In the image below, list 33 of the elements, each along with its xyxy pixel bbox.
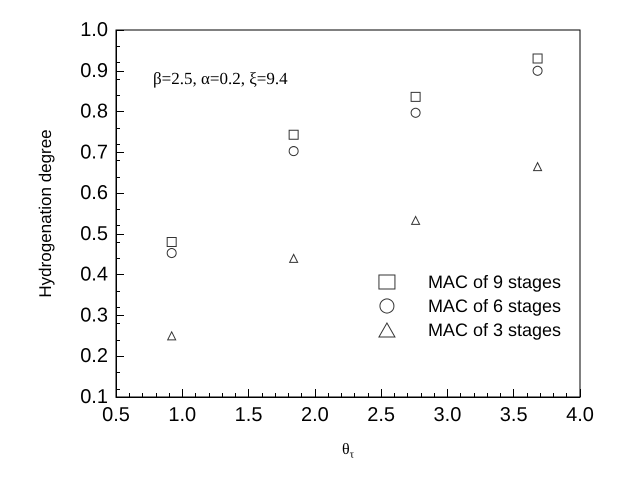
y-tick-label: 0.4	[80, 264, 108, 286]
y-tick-label: 0.2	[80, 345, 108, 368]
legend-label: MAC of 6 stages	[428, 296, 562, 316]
point	[288, 146, 299, 156]
legend-label: MAC of 3 stages	[428, 320, 562, 340]
y-tick-label: 0.7	[80, 141, 108, 164]
y-tick-label: 0.3	[80, 304, 108, 326]
point	[288, 130, 299, 140]
annotation: β=2.5, α=0.2, ξ=9.4	[153, 69, 288, 88]
x-tick-label: 3.5	[500, 404, 528, 426]
y-tick-label: 0.9	[80, 60, 108, 82]
x-tick-label: 1.5	[234, 404, 262, 426]
point	[166, 237, 177, 248]
x-tick-label: 1.0	[168, 404, 196, 426]
x-tick-label: 4.0	[566, 404, 594, 426]
y-axis-title: Hydrogenation degree	[36, 129, 55, 298]
x-tick-label: 2.0	[300, 404, 329, 426]
point	[166, 248, 177, 258]
y-tick-label: 1.0	[80, 19, 108, 41]
point	[289, 254, 298, 263]
point	[410, 92, 421, 102]
point	[167, 331, 176, 340]
point	[411, 216, 420, 225]
point	[410, 108, 421, 118]
y-tick-label: 0.6	[80, 182, 108, 204]
x-tick-label: 3.0	[434, 404, 462, 426]
x-tick-label: 2.5	[367, 404, 396, 426]
y-tick-label: 0.8	[80, 100, 108, 123]
legend-label: MAC of 9 stages	[428, 272, 562, 292]
point	[532, 66, 543, 76]
point	[533, 162, 542, 172]
y-tick-label: 0.5	[80, 222, 108, 245]
point	[532, 54, 543, 64]
